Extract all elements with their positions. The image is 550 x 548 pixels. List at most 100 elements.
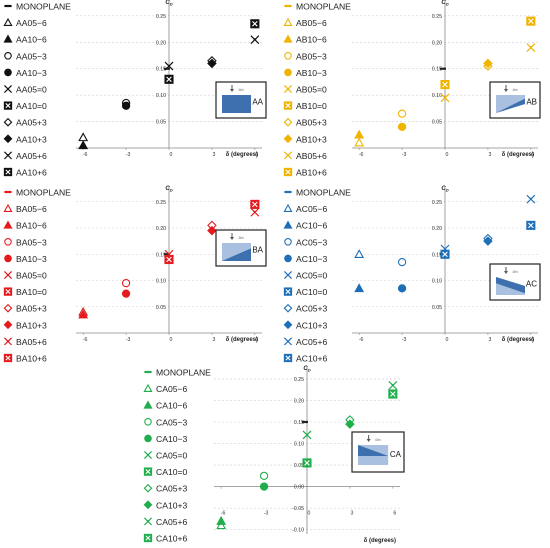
- legend-marker: [3, 337, 13, 346]
- legend-item: CA05−6: [143, 383, 188, 394]
- box-x: [304, 460, 310, 466]
- x-tick-label: 6: [531, 337, 534, 343]
- legend-label: CA10+3: [156, 500, 188, 510]
- diamond-mark: [483, 58, 493, 69]
- legend-marker: [284, 52, 292, 60]
- y-tick-label: 0.20: [156, 40, 166, 46]
- y-tick-label: 0.05: [156, 305, 166, 311]
- y-tick-label: -0.05: [292, 506, 304, 512]
- legend-item: CA05=0: [143, 450, 188, 461]
- box-x: [5, 289, 11, 295]
- y-tick-label: 0.15: [432, 67, 442, 73]
- box-x: [252, 20, 258, 27]
- y-tick-label: 0.15: [432, 252, 442, 258]
- panel-ca: MONOPLANE CA05−6 CA10−6 CA05−3 CA10−3 CA05=0 C…: [143, 366, 405, 544]
- legend-marker: [284, 254, 292, 263]
- legend-item: AB10−6: [283, 34, 327, 45]
- legend-item: BA05+3: [3, 303, 47, 314]
- legend-item: AC05=0: [283, 270, 328, 281]
- diamond-mark: [143, 500, 153, 510]
- triangle-mark: [78, 309, 89, 319]
- box-x: [285, 103, 291, 109]
- legend-marker: [3, 220, 13, 229]
- legend-item: AB05−3: [284, 51, 327, 61]
- data-point: [302, 430, 312, 440]
- legend-marker: [283, 34, 293, 43]
- data-point: [354, 137, 365, 147]
- legend-label: AA10=0: [16, 101, 47, 111]
- flow-symbol: U∞: [239, 88, 245, 92]
- box-x: [528, 222, 534, 229]
- box-x: [285, 169, 291, 175]
- legend-item: AA05+3: [3, 117, 47, 128]
- y-tick-label: 0.15: [294, 420, 304, 426]
- triangle-mark: [354, 249, 365, 259]
- legend-marker: [3, 303, 13, 313]
- circle-mark: [121, 101, 131, 110]
- legend-marker: [283, 320, 293, 330]
- y-tick-label: 0.25: [156, 200, 166, 206]
- data-point: [354, 283, 365, 293]
- diamond-mark: [3, 303, 13, 313]
- x-mark: [143, 450, 153, 460]
- triangle-mark: [3, 17, 13, 27]
- legend-marker: [283, 270, 293, 280]
- triangle-mark: [283, 220, 293, 229]
- plate-shape: [496, 95, 525, 113]
- legend: MONOPLANE AA05−6 AA10−6 AA05−3 AA10−3 AA05=0 A…: [3, 2, 71, 178]
- legend-item: BA05−3: [4, 237, 47, 247]
- legend-label: BA05−3: [16, 237, 47, 247]
- legend-item: AC05+6: [283, 337, 328, 347]
- legend-marker: [283, 17, 293, 27]
- circle-mark: [4, 68, 12, 77]
- data-point: [250, 35, 260, 45]
- legend-item: BA10+3: [3, 320, 47, 330]
- legend-marker: [3, 287, 13, 296]
- y-axis-label: CD: [165, 0, 172, 7]
- data-point: [526, 194, 536, 204]
- y-tick-label: 0.05: [294, 463, 304, 469]
- data-point: [164, 61, 174, 71]
- legend-label: AA10−3: [16, 68, 47, 78]
- data-points: [78, 199, 260, 319]
- data-point: [440, 93, 450, 103]
- legend-item: CA05+6: [143, 517, 188, 527]
- inset-badge: AA: [252, 97, 263, 106]
- legend-label: BA05+3: [16, 304, 47, 314]
- data-point: [250, 207, 260, 217]
- legend-marker: [284, 238, 292, 246]
- data-point: [259, 482, 269, 491]
- circle-mark: [397, 122, 407, 132]
- legend-item: AB10=0: [283, 101, 327, 111]
- box-x: [442, 81, 448, 88]
- data-point: [207, 58, 217, 69]
- data-point: [397, 284, 407, 293]
- flow-arrow-head: [366, 439, 371, 442]
- box-x: [145, 535, 151, 541]
- legend-item: AA10−6: [3, 34, 47, 45]
- legend: MONOPLANE CA05−6 CA10−6 CA05−3 CA10−3 CA05=0 C…: [143, 368, 211, 544]
- legend-item: AB10+3: [283, 134, 327, 144]
- triangle-mark: [3, 220, 13, 229]
- legend-label: AA05+6: [16, 151, 47, 161]
- data-point: [483, 58, 493, 69]
- legend-marker: [144, 418, 152, 426]
- y-axis-label: CD: [441, 186, 448, 193]
- flow-symbol: U∞: [239, 236, 245, 240]
- x-axis-label: δ (degrees): [226, 337, 258, 343]
- y-tick-label: 0.15: [156, 252, 166, 258]
- legend-marker: [3, 353, 13, 363]
- y-tick-label: 0.20: [156, 226, 166, 232]
- data-point: [78, 140, 89, 150]
- legend-item: MONOPLANE: [284, 2, 351, 12]
- circle-mark: [284, 254, 292, 263]
- legend-label: AB05−6: [296, 18, 327, 28]
- legend-label: MONOPLANE: [16, 2, 71, 12]
- inset-schematic: U∞ AC: [489, 263, 541, 301]
- legend-marker: [283, 84, 293, 94]
- x-mark: [283, 270, 293, 280]
- circle-mark: [259, 471, 269, 480]
- y-tick-label: 0.25: [432, 200, 442, 206]
- legend-marker: [3, 117, 13, 127]
- inset-schematic: U∞ AA: [215, 81, 267, 119]
